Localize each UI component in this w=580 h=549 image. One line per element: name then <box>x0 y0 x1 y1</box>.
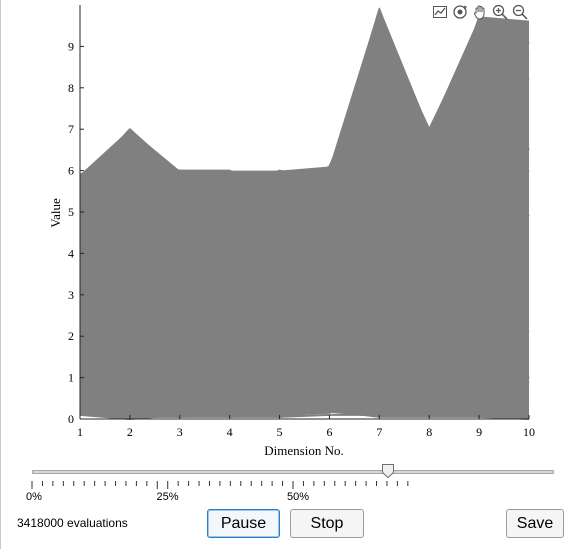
slider-tick-label: 25% <box>156 491 179 503</box>
series-line <box>79 16 530 197</box>
x-tick-label: 5 <box>277 425 283 439</box>
zoom-out-icon[interactable] <box>510 2 529 21</box>
series-line <box>79 343 530 383</box>
slider-track[interactable] <box>32 470 554 474</box>
x-axis-label: Dimension No. <box>264 443 343 458</box>
x-tick-label: 3 <box>177 425 183 439</box>
x-tick-label: 7 <box>376 425 382 439</box>
y-tick-label: 0 <box>68 412 74 426</box>
series-line <box>79 376 530 418</box>
x-tick-label: 8 <box>426 425 432 439</box>
y-tick-label: 4 <box>68 246 74 260</box>
y-tick-label: 2 <box>68 329 74 343</box>
stop-button[interactable]: Stop <box>290 509 364 538</box>
y-tick-label: 6 <box>68 164 74 178</box>
x-tick-label: 4 <box>227 425 233 439</box>
window-border <box>0 0 1 549</box>
slider-tick-label: 0% <box>26 491 42 503</box>
x-tick-label: 2 <box>127 425 133 439</box>
progress-slider[interactable]: 0% 25% 50% <box>26 463 556 503</box>
slider-thumb[interactable] <box>382 464 394 478</box>
slider-tick-label: 50% <box>287 491 310 503</box>
pause-button[interactable]: Pause <box>207 509 280 538</box>
series-line <box>79 8 530 189</box>
evaluations-count: 3418000 evaluations <box>17 516 128 530</box>
x-tick-label: 10 <box>523 425 535 439</box>
series-line <box>79 411 530 420</box>
series-line <box>79 41 530 255</box>
series-line <box>79 169 530 317</box>
series-line <box>79 37 530 205</box>
series-line <box>79 285 530 350</box>
axes-toolbar <box>430 2 529 22</box>
y-tick-label: 1 <box>68 371 74 385</box>
y-axis-label: Value <box>48 198 63 228</box>
y-tick-label: 9 <box>68 39 74 53</box>
x-tick-label: 1 <box>77 425 83 439</box>
y-tick-label: 3 <box>68 288 74 302</box>
pan-hand-icon[interactable] <box>470 2 489 21</box>
series-line <box>79 161 530 288</box>
series-line <box>79 20 530 193</box>
y-tick-label: 5 <box>68 205 74 219</box>
y-tick-label: 7 <box>68 122 74 136</box>
series-line <box>79 32 530 230</box>
x-tick-label: 9 <box>476 425 482 439</box>
data-tips-icon[interactable] <box>430 2 449 21</box>
y-tick-label: 8 <box>68 81 74 95</box>
data-lines-layer <box>79 8 530 420</box>
save-button[interactable]: Save <box>506 509 564 538</box>
rotate-3d-icon[interactable] <box>450 2 469 21</box>
x-tick-label: 6 <box>326 425 332 439</box>
slider-tick-marks <box>31 481 409 489</box>
zoom-in-icon[interactable] <box>490 2 509 21</box>
